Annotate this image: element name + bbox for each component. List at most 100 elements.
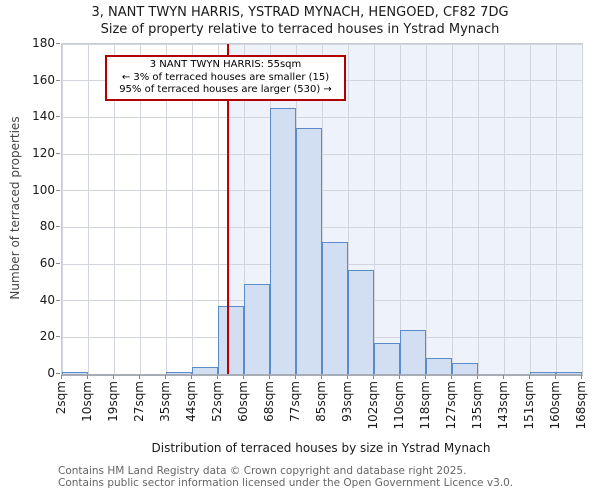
vertical-gridline [555,44,557,374]
histogram-bar [374,342,400,374]
y-tick-mark [56,226,60,228]
vertical-gridline [217,44,219,374]
x-tick-label: 160sqm [548,381,562,430]
x-tick-mark [425,375,426,379]
x-tick-mark [87,375,88,379]
vertical-gridline [503,44,505,374]
property-size-marker-line [227,44,229,374]
x-tick-mark [451,375,452,379]
x-tick-mark [399,375,400,379]
y-tick-label: 40 [39,292,55,307]
x-tick-mark [217,375,218,379]
x-tick-mark [347,375,348,379]
x-tick-label: 10sqm [80,381,94,422]
x-tick-mark [321,375,322,379]
vertical-gridline [529,44,531,374]
histogram-bar [348,269,374,374]
y-tick-label: 120 [32,146,55,160]
vertical-gridline [191,44,193,374]
attribution-line-2: Contains public sector information licen… [58,476,514,489]
vertical-gridline [477,44,479,374]
y-tick-label: 180 [32,36,55,50]
histogram-bar [296,128,322,374]
x-tick-mark [191,375,192,379]
y-tick-label: 100 [32,182,55,197]
histogram-bar [426,357,452,374]
y-tick-mark [56,336,60,338]
vertical-gridline [581,44,583,374]
x-tick-label: 151sqm [522,381,536,430]
x-tick-mark [243,375,244,379]
x-tick-label: 85sqm [314,381,328,422]
histogram-bar [530,372,556,374]
attribution-line-1: Contains HM Land Registry data © Crown c… [58,465,467,477]
x-tick-label: 52sqm [210,381,224,422]
histogram-bar [166,372,192,374]
x-tick-label: 168sqm [574,381,588,430]
x-tick-mark [61,375,62,379]
histogram-bar [62,372,88,374]
x-tick-mark [373,375,374,379]
x-tick-label: 27sqm [132,381,146,422]
x-tick-label: 44sqm [184,381,198,422]
vertical-gridline [321,44,323,374]
y-tick-mark [56,373,60,374]
x-tick-mark [477,375,478,379]
x-tick-mark [529,375,530,379]
x-tick-mark [581,375,582,379]
y-tick-label: 0 [47,366,55,380]
y-tick-label: 160 [32,72,55,87]
vertical-gridline [243,44,245,374]
annotation-line-3: 95% of terraced houses are larger (530) … [119,84,332,95]
vertical-gridline [165,44,167,374]
histogram-bar [270,108,296,374]
vertical-gridline [87,44,89,374]
x-tick-label: 77sqm [288,381,302,422]
vertical-gridline [347,44,349,374]
annotation-line-2: ← 3% of terraced houses are smaller (15) [121,71,330,83]
x-tick-label: 68sqm [262,381,276,422]
marker-annotation-box: 3 NANT TWYN HARRIS: 55sqm ← 3% of terrac… [105,55,346,101]
y-tick-mark [56,153,60,154]
x-tick-mark [113,375,114,379]
horizontal-gridline [62,190,582,192]
horizontal-gridline [62,226,582,228]
vertical-gridline [373,44,375,374]
x-tick-mark [555,375,556,379]
y-tick-label: 60 [39,256,55,270]
x-tick-label: 102sqm [366,381,380,430]
chart-subtitle: Size of property relative to terraced ho… [100,22,500,37]
vertical-gridline [425,44,427,374]
y-tick-mark [56,116,60,118]
y-tick-label: 140 [32,109,55,124]
x-tick-label: 35sqm [158,381,172,422]
vertical-gridline [451,44,453,374]
vertical-gridline [113,44,115,374]
histogram-bar [556,372,582,374]
attribution-footer: Contains HM Land Registry data © Crown c… [58,465,514,489]
x-tick-label: 127sqm [444,381,458,430]
annotation-line-1: 3 NANT TWYN HARRIS: 55sqm [149,59,302,70]
y-tick-mark [56,79,60,81]
vertical-gridline [61,44,63,374]
x-tick-mark [269,375,270,379]
histogram-bar [244,284,270,374]
histogram-bar [400,330,426,374]
horizontal-gridline [62,116,582,118]
histogram-bar [322,242,348,374]
y-axis-label: Number of terraced properties [8,116,22,300]
x-tick-mark [165,375,166,379]
x-tick-label: 19sqm [106,381,120,422]
x-tick-label: 110sqm [392,381,406,430]
y-tick-label: 80 [39,219,55,234]
x-tick-label: 60sqm [236,381,250,422]
horizontal-gridline [62,153,582,155]
x-tick-label: 135sqm [470,381,484,430]
horizontal-gridline [62,43,582,45]
y-tick-label: 20 [39,329,55,344]
histogram-bar [192,366,218,374]
y-tick-mark [56,299,60,301]
x-tick-mark [295,375,296,379]
y-tick-mark [56,43,60,44]
